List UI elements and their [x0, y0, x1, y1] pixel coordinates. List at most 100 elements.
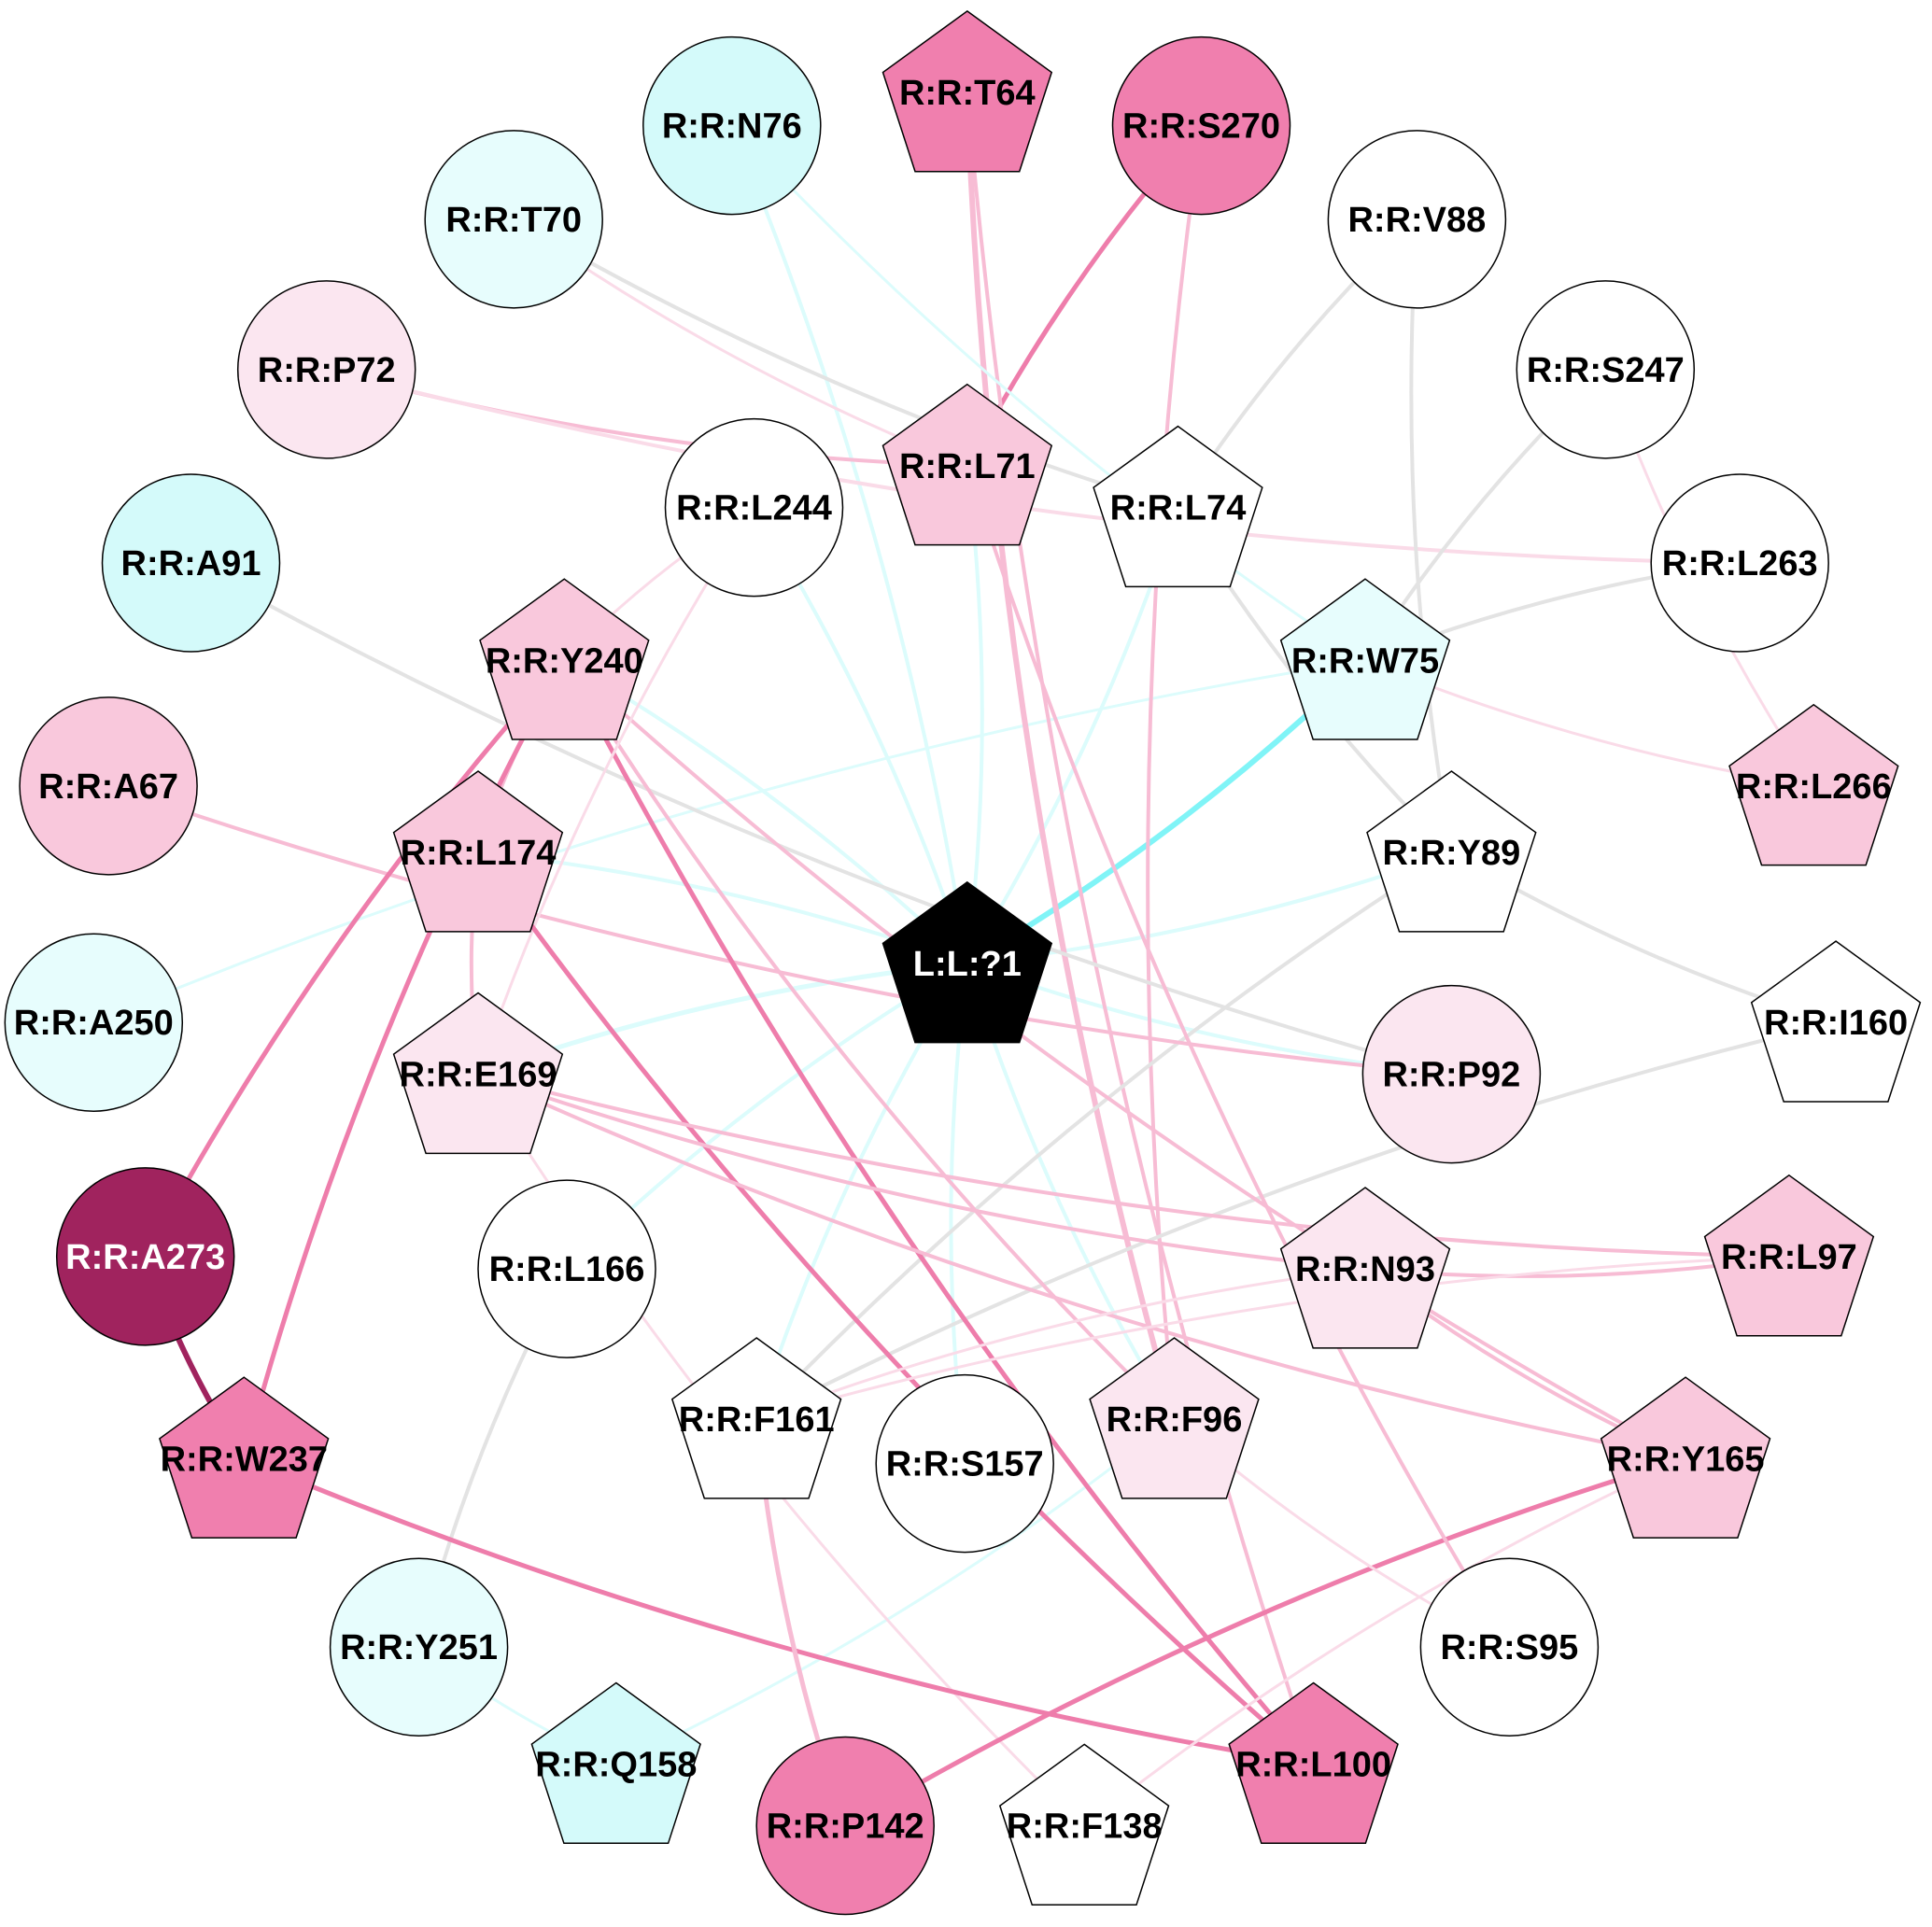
edge-t64-l100 [965, 91, 1316, 1766]
node-shape-f138 [998, 1743, 1170, 1906]
node-shape-n76 [642, 35, 822, 216]
node-t64: R:R:T64 [881, 9, 1053, 173]
node-n76: R:R:N76 [642, 35, 822, 216]
node-label-p92: R:R:P92 [1382, 1056, 1520, 1095]
node-label-a91: R:R:A91 [121, 544, 261, 584]
node-shape-y251 [329, 1557, 509, 1737]
node-shape-i160 [1750, 940, 1922, 1103]
node-shape-v88 [1327, 130, 1507, 309]
node-label-i160: R:R:I160 [1764, 1004, 1908, 1043]
node-s270: R:R:S270 [1111, 35, 1291, 216]
edge-y240-f96 [562, 658, 1177, 1422]
node-shape-p92 [1361, 984, 1542, 1164]
node-label-s247: R:R:S247 [1527, 351, 1685, 390]
edge-l97-f161 [754, 1255, 1791, 1421]
edge-y240-y165 [562, 658, 1688, 1461]
node-s247: R:R:S247 [1516, 280, 1696, 459]
node-shape-y240 [479, 578, 650, 740]
node-label-l100: R:R:L100 [1235, 1746, 1391, 1785]
node-shape-y165 [1600, 1376, 1771, 1539]
node-label-n93: R:R:N93 [1295, 1250, 1435, 1289]
edge-a91-p92 [189, 561, 1454, 1076]
node-a273: R:R:A273 [55, 1167, 235, 1346]
node-label-w75: R:R:W75 [1291, 641, 1439, 681]
node-y89: R:R:Y89 [1366, 770, 1537, 933]
node-a91: R:R:A91 [101, 473, 281, 653]
node-e169: R:R:E169 [392, 992, 564, 1155]
edge-l71-s95 [965, 463, 1512, 1650]
node-label-l97: R:R:L97 [1721, 1238, 1857, 1277]
node-shape-p72 [236, 280, 416, 459]
node-l166: R:R:L166 [477, 1179, 656, 1358]
node-label-f96: R:R:F96 [1107, 1400, 1243, 1440]
node-label-w237: R:R:W237 [161, 1440, 328, 1479]
edge-e169-n93 [476, 1072, 1367, 1272]
node-s157: R:R:S157 [875, 1373, 1054, 1554]
node-shape-f96 [1089, 1337, 1260, 1499]
node-shape-l266 [1728, 703, 1899, 866]
edge-e169-l97 [476, 1072, 1791, 1259]
node-w75: R:R:W75 [1279, 578, 1451, 740]
node-shape-l244 [664, 417, 844, 598]
edge-a67-p92 [106, 783, 1454, 1076]
edge-t70-l74 [512, 217, 1180, 510]
node-label-y251: R:R:Y251 [340, 1628, 498, 1667]
node-q158: R:R:Q158 [530, 1681, 701, 1845]
node-l71: R:R:L71 [881, 383, 1053, 546]
node-shape-s95 [1419, 1557, 1600, 1737]
node-shape-s157 [875, 1373, 1054, 1554]
node-l100: R:R:L100 [1228, 1681, 1399, 1845]
edge-q158-f96 [614, 1417, 1176, 1765]
node-shape-l100 [1228, 1681, 1399, 1845]
node-shape-q158 [530, 1681, 701, 1845]
node-label-l74: R:R:L74 [1110, 489, 1247, 528]
node-shape-l263 [1650, 473, 1829, 653]
node-layer: R:R:T64 R:R:N76 R:R:S270 R:R:T70 R:R:V88 R:R:… [4, 9, 1922, 1916]
edge-lig-n76 [729, 123, 969, 965]
node-label-l71: R:R:L71 [899, 447, 1036, 486]
node-s95: R:R:S95 [1419, 1557, 1600, 1737]
node-label-n76: R:R:N76 [662, 107, 802, 147]
edge-y240-a273 [143, 657, 567, 1259]
node-label-e169: R:R:E169 [400, 1056, 557, 1095]
node-w237: R:R:W237 [159, 1376, 330, 1539]
edge-w75-a250 [92, 658, 1367, 1024]
node-l266: R:R:L266 [1728, 703, 1899, 866]
node-shape-a250 [4, 933, 184, 1112]
node-shape-lig [881, 880, 1053, 1044]
node-label-t64: R:R:T64 [899, 74, 1036, 113]
node-f161: R:R:F161 [670, 1337, 842, 1499]
node-i160: R:R:I160 [1750, 940, 1922, 1103]
node-label-y165: R:R:Y165 [1607, 1440, 1765, 1479]
node-label-y89: R:R:Y89 [1382, 834, 1520, 873]
node-shape-t70 [424, 130, 603, 309]
node-l174: R:R:L174 [392, 770, 564, 933]
node-l263: R:R:L263 [1650, 473, 1829, 653]
node-label-s270: R:R:S270 [1122, 107, 1280, 147]
node-p72: R:R:P72 [236, 280, 416, 459]
node-y251: R:R:Y251 [329, 1557, 509, 1737]
node-l244: R:R:L244 [664, 417, 844, 598]
edge-y89-f161 [754, 851, 1454, 1422]
node-a67: R:R:A67 [19, 696, 198, 876]
node-shape-a67 [19, 696, 198, 876]
node-label-l174: R:R:L174 [401, 834, 557, 873]
node-y240: R:R:Y240 [479, 578, 650, 740]
edge-w237-l100 [241, 1456, 1317, 1766]
node-shape-w237 [159, 1376, 330, 1539]
node-shape-a273 [55, 1167, 235, 1346]
node-shape-l166 [477, 1179, 656, 1358]
node-label-l266: R:R:L266 [1736, 767, 1892, 807]
node-p142: R:R:P142 [755, 1736, 935, 1916]
node-shape-w75 [1279, 578, 1451, 740]
node-label-t70: R:R:T70 [445, 201, 582, 240]
node-label-f138: R:R:F138 [1007, 1807, 1163, 1847]
node-label-l166: R:R:L166 [489, 1250, 645, 1289]
edge-y165-f138 [1082, 1456, 1687, 1827]
node-label-y240: R:R:Y240 [486, 641, 643, 681]
edge-y240-l100 [561, 657, 1317, 1766]
node-label-a273: R:R:A273 [65, 1238, 225, 1277]
node-shape-l71 [881, 383, 1053, 546]
node-label-s157: R:R:S157 [886, 1445, 1044, 1484]
